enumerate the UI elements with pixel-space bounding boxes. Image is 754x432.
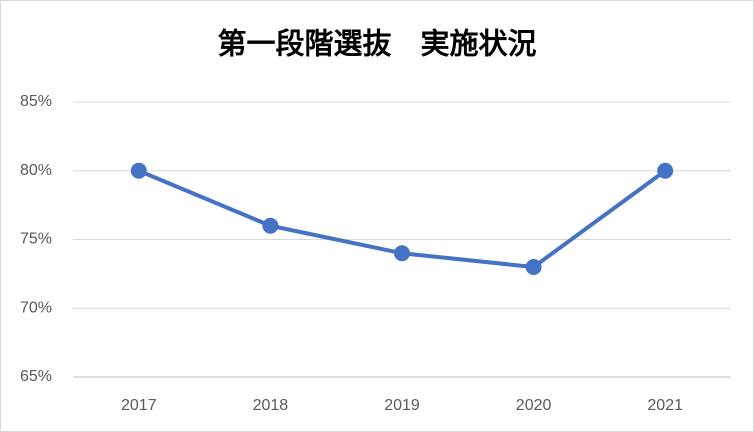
x-tick-label: 2021 [647, 397, 683, 414]
point [657, 162, 674, 179]
x-tick-label: 2017 [121, 397, 157, 414]
y-tick-label: 75% [20, 231, 52, 248]
x-tick-label: 2018 [253, 397, 289, 414]
x-tick-label: 2020 [516, 397, 552, 414]
point [525, 259, 542, 275]
point [130, 162, 147, 179]
chart-title: 第一段階選抜 実施状況 [217, 27, 536, 61]
point [262, 217, 279, 234]
y-tick-label: 80% [20, 162, 52, 179]
x-tick-label: 2019 [384, 397, 420, 414]
y-tick-label: 85% [20, 93, 52, 110]
point [394, 245, 410, 262]
y-tick-label: 70% [20, 299, 52, 316]
y-tick-label: 65% [20, 368, 52, 385]
